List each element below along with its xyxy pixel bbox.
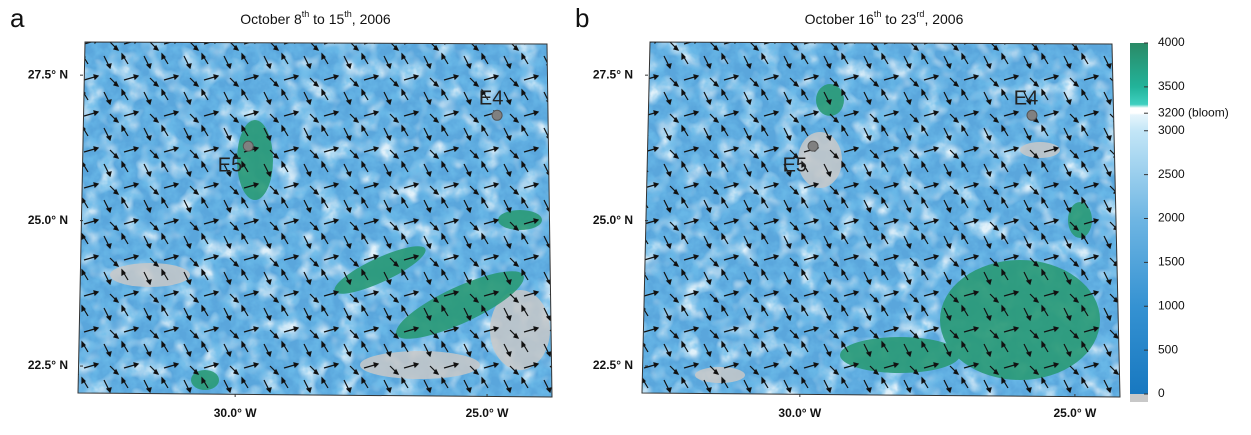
lat-tick-label: 22.5° N [593,358,633,372]
lat-tick-label: 25.0° N [28,213,68,227]
title-part: October 16 [805,11,874,27]
station [1026,109,1038,121]
title-part: th [344,9,352,19]
map-a [78,42,552,397]
colorbar-tick-label: 2500 [1158,167,1185,181]
panel-label: b [575,3,589,33]
colorbar-tick-label: 1000 [1158,298,1185,312]
colorbar-tick-label: 1500 [1158,255,1185,269]
colorbar [1130,43,1148,394]
colorbar-tick-label: 4000 [1158,35,1185,49]
title-part: to 23 [881,11,916,27]
colorbar-tick-label: 2000 [1158,211,1185,225]
station-label: E5 [783,154,807,176]
lon-tick-label: 30.0° W [778,406,821,420]
station-label: E4 [479,88,503,110]
lon-tick-label: 25.0° W [466,406,509,420]
colorbar-tick-label: 3000 [1158,123,1185,137]
colorbar-tick-label: 0 [1158,386,1165,400]
colorbar-nodata [1130,394,1148,402]
panel-title: October 16th to 23rd, 2006 [805,9,964,26]
lat-tick-label: 22.5° N [28,358,68,372]
lat-tick-label: 27.5° N [28,67,68,81]
title-part: to 15 [309,11,344,27]
station [491,109,503,121]
panel-label: a [10,3,25,33]
lon-tick-label: 30.0° W [214,406,257,420]
station-label: E5 [218,154,242,176]
panel-title: October 8th to 15th, 2006 [240,9,391,26]
lat-tick-label: 27.5° N [593,67,633,81]
title-part: October 8 [240,11,302,27]
lat-tick-label: 25.0° N [593,213,633,227]
station-label: E4 [1014,88,1038,110]
title-part: rd [916,9,924,19]
title-part: th [874,9,882,19]
station [242,140,254,152]
map-b [642,42,1120,397]
station [807,140,819,152]
map-frame [77,41,553,398]
colorbar-tick-label: 500 [1158,342,1178,356]
title-part: th [302,9,310,19]
lon-tick-label: 25.0° W [1053,406,1096,420]
title-part: , 2006 [352,11,391,27]
map-frame [641,41,1121,398]
colorbar-tick-label: 3200 (bloom) [1158,105,1229,119]
title-part: , 2006 [924,11,963,27]
colorbar-tick-label: 3500 [1158,79,1185,93]
